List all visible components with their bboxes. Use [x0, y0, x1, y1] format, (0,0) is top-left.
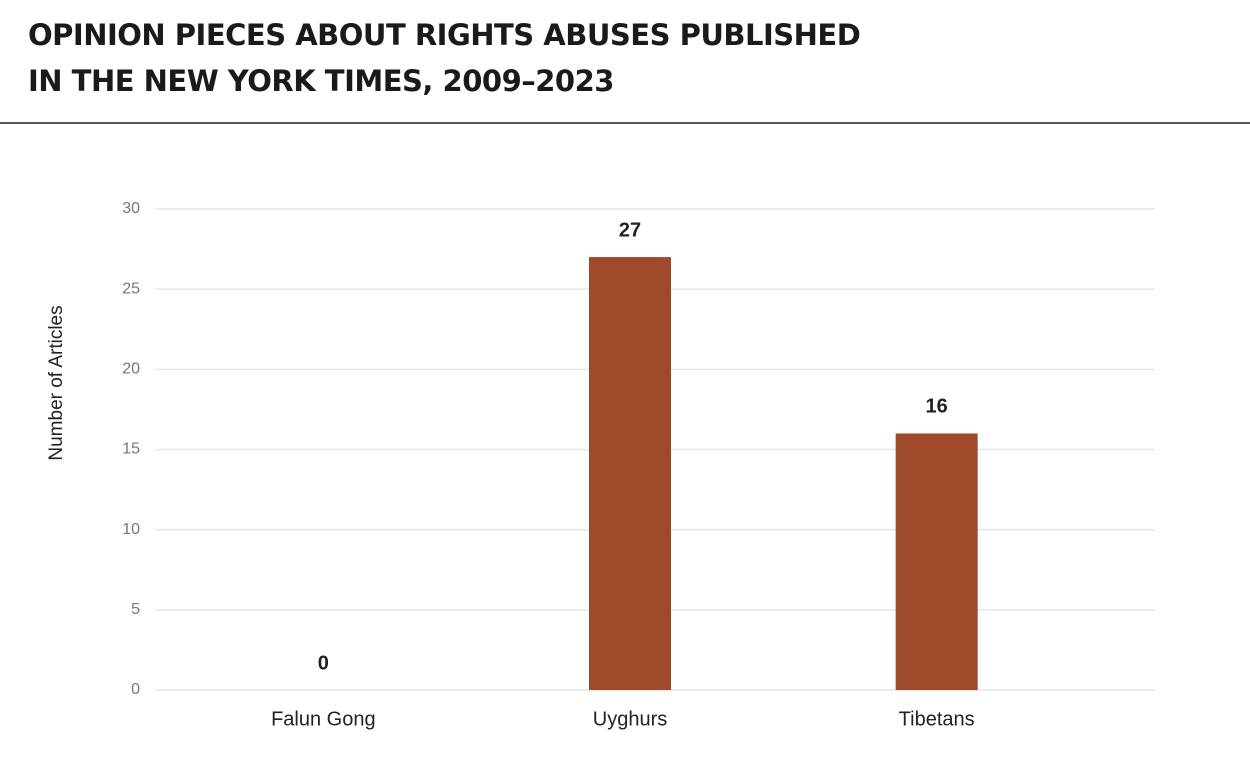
value-label: 16 [926, 396, 948, 418]
y-axis-title: Number of Articles [46, 305, 67, 460]
bar [895, 433, 978, 690]
value-label: 0 [318, 652, 329, 674]
chart-title: IN THE NEW YORK TIMES, 2009–2023 [28, 64, 614, 98]
x-tick-label: Tibetans [899, 708, 975, 730]
y-tick-label: 25 [122, 280, 140, 297]
y-tick-label: 0 [131, 681, 140, 698]
y-tick-label: 20 [122, 361, 140, 378]
x-tick-label: Uyghurs [593, 708, 667, 730]
value-label: 27 [619, 219, 641, 241]
chart-title: OPINION PIECES ABOUT RIGHTS ABUSES PUBLI… [28, 18, 860, 52]
y-tick-label: 15 [122, 441, 140, 458]
y-tick-label: 30 [122, 200, 140, 217]
y-tick-label: 5 [131, 601, 140, 618]
bar [589, 257, 671, 690]
y-tick-label: 10 [122, 521, 140, 538]
x-tick-label: Falun Gong [271, 708, 376, 730]
